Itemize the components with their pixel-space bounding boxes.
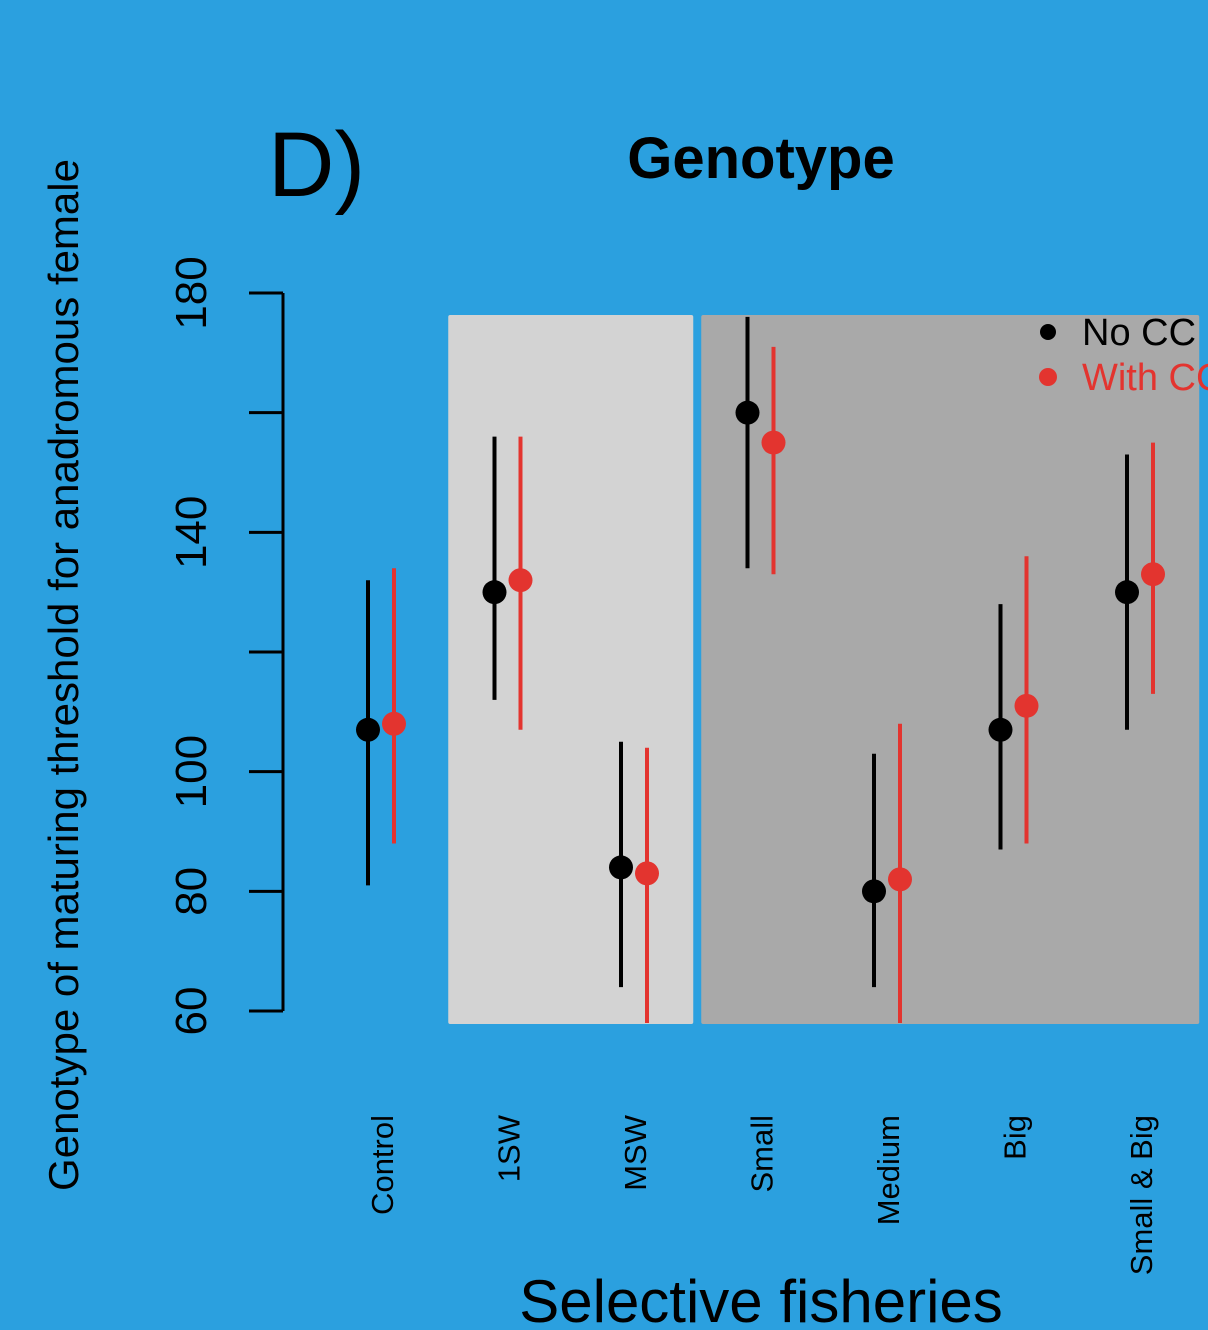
legend-entry: With CC (1082, 357, 1208, 399)
y-tick-label: 100 (167, 735, 216, 808)
y-tick-label: 180 (167, 256, 216, 329)
x-tick-label: 1SW (492, 1114, 527, 1182)
data-point (356, 717, 380, 742)
legend-marker (1040, 324, 1056, 340)
data-point (1115, 580, 1139, 605)
data-point (482, 580, 507, 605)
x-tick-label: Small (745, 1115, 780, 1193)
x-tick-label: Big (998, 1115, 1033, 1160)
y-tick-label: 80 (167, 867, 216, 916)
y-axis: 60 80 100 140 180 (167, 256, 285, 1036)
data-series (356, 316, 1165, 1023)
data-point (761, 430, 786, 455)
series-1 (356, 316, 1139, 988)
legend-entry: No CC (1082, 312, 1196, 354)
x-tick-label: MSW (618, 1114, 653, 1191)
data-point (635, 861, 659, 886)
data-point (735, 400, 760, 425)
data-point (888, 867, 912, 892)
data-point (609, 855, 633, 880)
x-tick-label: Medium (871, 1115, 906, 1225)
y-tick-label: 140 (167, 496, 216, 569)
legend-marker (1039, 368, 1057, 386)
shaded-panel-2 (701, 315, 1200, 1024)
x-tick-label: Small & Big (1124, 1115, 1159, 1275)
y-axis-label: Genotype of maturing threshold for anadr… (40, 159, 87, 1191)
x-tick-labels: Control 1SW MSW Small Medium Big Small & Big (365, 1114, 1159, 1275)
shaded-panel-1 (448, 315, 694, 1024)
panel-shading (448, 315, 1200, 1024)
data-point (382, 711, 406, 736)
x-tick-label: Control (365, 1115, 400, 1215)
data-point (862, 879, 886, 904)
data-point (1014, 693, 1039, 718)
y-tick-label: 60 (167, 987, 216, 1036)
chart-title: Genotype (627, 126, 895, 191)
data-point (1141, 562, 1165, 587)
data-point (988, 717, 1013, 742)
panel-label: D) (268, 114, 365, 216)
data-point (508, 568, 533, 593)
x-axis-label: Selective fisheries (519, 1268, 1003, 1330)
series-2 (382, 346, 1165, 1023)
